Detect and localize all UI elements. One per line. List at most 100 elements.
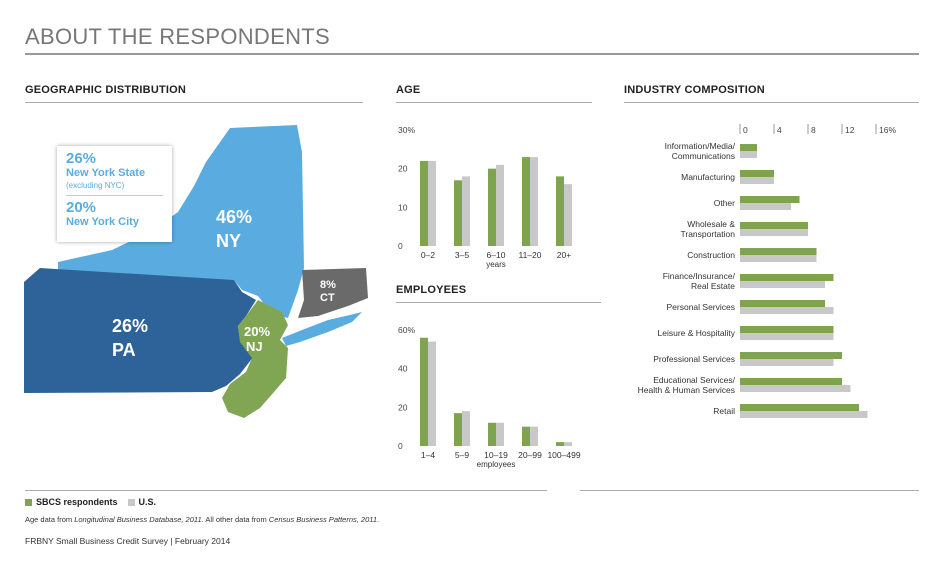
legend: SBCS respondents U.S. — [25, 497, 156, 507]
x-tick-label: 0 — [743, 125, 748, 135]
employees-section-rule — [396, 302, 601, 303]
x-axis-label: years — [486, 260, 506, 269]
note-source-1: Longitudinal Business Database, 2011 — [74, 515, 202, 524]
bar-sbcs — [454, 180, 462, 246]
map-callout: 26% New York State (excluding NYC) 20% N… — [57, 146, 172, 242]
legend-label-sbcs: SBCS respondents — [36, 497, 118, 507]
x-tick-label: 0–2 — [421, 250, 435, 260]
nys-label: New York State — [66, 167, 146, 179]
bar-sbcs — [420, 337, 428, 446]
bar-us — [462, 411, 470, 446]
pa-abbr-label: PA — [112, 340, 136, 360]
bar-sbcs — [740, 326, 834, 333]
bar-sbcs — [740, 144, 757, 151]
category-label: Leisure & Hospitality — [658, 328, 736, 338]
bar-us — [564, 442, 572, 446]
category-label: Educational Services/ — [653, 375, 735, 385]
category-label: Construction — [687, 250, 735, 260]
bar-us — [740, 385, 851, 392]
bar-sbcs — [740, 378, 842, 385]
nys-pct: 26% — [66, 150, 97, 167]
bar-us — [740, 411, 868, 418]
age-section-title: AGE — [396, 84, 421, 96]
bar-sbcs — [488, 168, 496, 246]
bar-us — [740, 359, 834, 366]
y-tick-label: 20 — [398, 164, 408, 174]
category-label: Manufacturing — [681, 172, 735, 182]
bar-sbcs — [740, 352, 842, 359]
bar-us — [740, 229, 808, 236]
source-note: Age data from Longitudinal Business Data… — [25, 515, 379, 524]
legend-swatch-us — [127, 498, 135, 506]
nyc-label: New York City — [66, 216, 139, 228]
bar-sbcs — [740, 196, 800, 203]
bar-us — [740, 203, 791, 210]
x-tick-label: 3–5 — [455, 250, 469, 260]
x-tick-label: 8 — [811, 125, 816, 135]
bar-sbcs — [556, 442, 564, 446]
bar-sbcs — [454, 413, 462, 446]
note-part-3: . — [377, 515, 380, 524]
long-island-shape — [282, 312, 362, 346]
category-label: Finance/Insurance/ — [663, 271, 736, 281]
ny-state-shape — [58, 125, 304, 318]
page-title: ABOUT THE RESPONDENTS — [25, 24, 330, 49]
y-tick-label: 0 — [398, 441, 403, 451]
category-label: Retail — [713, 406, 735, 416]
bottom-rule-left — [25, 490, 547, 491]
category-label: Real Estate — [691, 281, 735, 291]
y-tick-label: 0 — [398, 241, 403, 251]
ct-state-shape — [298, 268, 368, 318]
note-part-1: Age data from — [25, 515, 75, 524]
bar-sbcs — [740, 170, 774, 177]
callout-divider — [66, 195, 163, 196]
bar-sbcs — [740, 248, 817, 255]
category-label: Other — [714, 198, 735, 208]
x-tick-label: 20+ — [557, 250, 571, 260]
industry-section-title: INDUSTRY COMPOSITION — [624, 84, 765, 96]
bar-us — [740, 333, 834, 340]
ct-abbr-label: CT — [320, 292, 335, 304]
bar-us — [462, 176, 470, 246]
bar-us — [496, 164, 504, 246]
category-label: Health & Human Services — [638, 385, 735, 395]
nyc-pct: 20% — [66, 199, 97, 216]
category-label: Wholesale & — [687, 219, 735, 229]
industry-section-rule — [624, 102, 919, 103]
x-tick-label: 11–20 — [518, 250, 541, 260]
employees-section-title: EMPLOYEES — [396, 284, 467, 296]
bar-sbcs — [740, 222, 808, 229]
category-label: Communications — [672, 151, 735, 161]
bar-us — [740, 151, 757, 158]
title-rule — [25, 53, 919, 55]
pa-state-shape — [24, 268, 256, 393]
bar-us — [740, 307, 834, 314]
x-tick-label: 1–4 — [421, 450, 435, 460]
geo-section-rule — [25, 102, 363, 103]
bar-us — [496, 422, 504, 446]
bar-us — [740, 177, 774, 184]
bar-sbcs — [522, 157, 530, 246]
bar-sbcs — [740, 404, 859, 411]
nj-abbr-label: NJ — [246, 339, 263, 354]
category-label: Transportation — [681, 229, 736, 239]
nys-sub: (excluding NYC) — [66, 181, 125, 190]
y-tick-label: 20 — [398, 402, 408, 412]
ny-pct-label: 46% — [216, 207, 252, 227]
bar-us — [530, 426, 538, 446]
x-tick-label: 4 — [777, 125, 782, 135]
bar-us — [740, 281, 825, 288]
x-tick-label: 12 — [845, 125, 855, 135]
age-chart: 0 10 20 30% 0–2 3–5 6–10 11–20 20+ years — [398, 125, 572, 269]
footer: FRBNY Small Business Credit Survey | Feb… — [25, 536, 231, 546]
x-tick-label: 5–9 — [455, 450, 469, 460]
industry-chart: 0 4 8 12 16% Information/Media/Communications… — [638, 124, 896, 418]
x-tick-label: 100–499 — [547, 450, 580, 460]
x-tick-label: 6–10 — [487, 250, 506, 260]
employees-chart: 0 20 40 60% 1–4 5–9 10–19 20–99 100–499 employees — [398, 325, 581, 469]
y-tick-label: 10 — [398, 202, 408, 212]
legend-label-us: U.S. — [138, 497, 157, 507]
y-tick-label: 30% — [398, 125, 415, 135]
bar-us — [530, 157, 538, 246]
ct-pct-label: 8% — [320, 279, 336, 291]
